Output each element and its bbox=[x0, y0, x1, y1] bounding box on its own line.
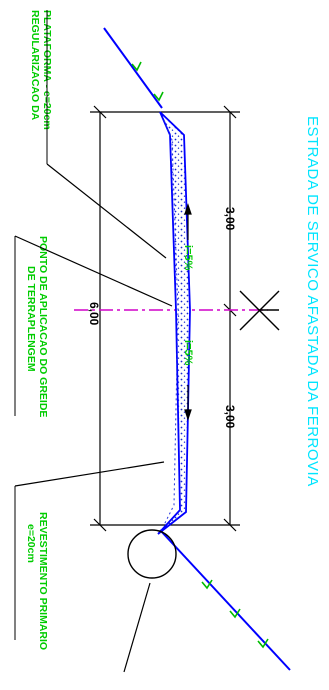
dimension-half-right-label: 3,00 bbox=[223, 405, 237, 429]
dimension-total-label: 6,00 bbox=[87, 302, 101, 326]
dimension-halves bbox=[224, 106, 236, 531]
label-regularizacao-line1: REGULARIZACAO DA bbox=[29, 10, 41, 121]
leader-detail bbox=[124, 583, 150, 672]
detail-circle-icon bbox=[128, 530, 176, 578]
slope-label-top: i=5% bbox=[182, 245, 194, 271]
pavement-layer bbox=[158, 112, 190, 534]
drawing-title: ESTRADA DE SERVICO AFASTADA DA FERROVIA bbox=[304, 116, 321, 487]
extension-lines bbox=[90, 112, 240, 525]
label-regularizacao: REGULARIZACAO DA PLATAFORMA - e=20cm bbox=[29, 10, 53, 164]
leader-regularizacao bbox=[47, 164, 166, 258]
leader-revestimento bbox=[15, 462, 164, 486]
label-revestimento: REVESTIMENTO PRIMARIO e=20cm bbox=[15, 486, 49, 650]
terrain-line-bottom bbox=[160, 530, 290, 670]
label-revestimento-line1: REVESTIMENTO PRIMARIO bbox=[37, 512, 49, 650]
label-ponto-aplicacao: PONTO DE APLICACAO DO GREIDE DE TERRAPLE… bbox=[15, 236, 49, 417]
label-revestimento-line2: e=20cm bbox=[25, 524, 37, 563]
terrain-line-top bbox=[104, 28, 162, 108]
dimension-half-left-label: 3,00 bbox=[223, 207, 237, 231]
terrain-hatch bbox=[132, 62, 268, 647]
cross-section-axis-icon bbox=[240, 291, 279, 330]
label-ponto-line1: PONTO DE APLICACAO DO GREIDE bbox=[37, 236, 49, 417]
terrain-lines bbox=[104, 28, 290, 670]
label-ponto-line2: DE TERRAPLENGEM bbox=[25, 266, 37, 372]
slope-label-bottom: i=5% bbox=[182, 340, 194, 366]
